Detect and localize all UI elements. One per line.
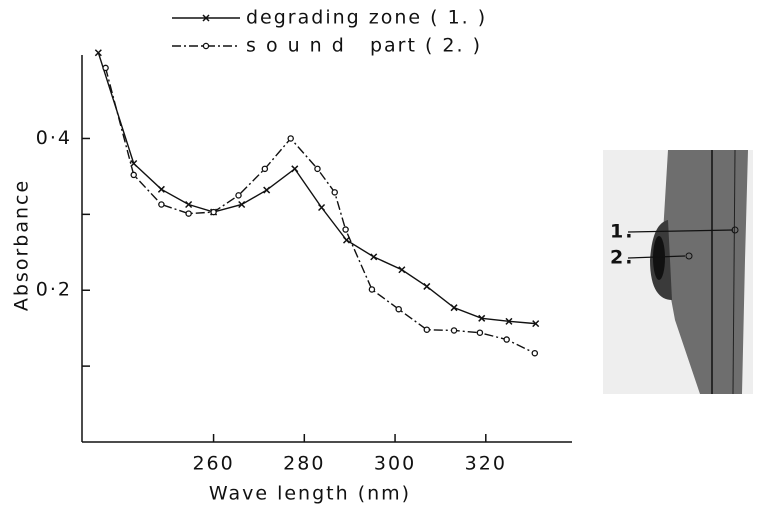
series-line xyxy=(97,52,536,325)
data-point xyxy=(342,226,349,233)
data-point xyxy=(263,186,271,194)
data-point xyxy=(235,192,242,199)
data-point xyxy=(331,189,338,196)
x-tick-label: 280 xyxy=(283,453,325,475)
data-point xyxy=(157,185,165,193)
data-point xyxy=(238,200,246,209)
data-point xyxy=(423,282,431,290)
data-point xyxy=(287,135,294,142)
data-point xyxy=(532,320,540,328)
data-point xyxy=(368,286,376,293)
series-line xyxy=(104,67,536,354)
data-point xyxy=(342,236,351,244)
data-point xyxy=(505,317,513,325)
data-point xyxy=(291,165,299,173)
x-tick-label: 300 xyxy=(374,453,416,475)
data-point xyxy=(531,349,539,357)
data-point xyxy=(314,165,321,173)
x-axis-label: Wave length (nm) xyxy=(209,483,411,505)
data-point xyxy=(158,201,165,208)
data-point xyxy=(185,200,193,209)
data-point xyxy=(210,208,217,216)
data-point xyxy=(370,253,378,261)
data-point xyxy=(94,49,102,57)
y-tick-label: 0·2 xyxy=(36,279,72,301)
x-tick-label: 320 xyxy=(465,453,507,475)
inset-label: 2. xyxy=(610,247,634,269)
inset-label: 1. xyxy=(610,221,634,243)
data-point xyxy=(478,314,486,322)
inset-photo: 1. 2. xyxy=(603,149,753,395)
legend-label: s o u n d part ( 2. ) xyxy=(246,35,482,57)
legend-label: degrading zone ( 1. ) xyxy=(246,7,487,29)
legend-marker xyxy=(202,14,210,22)
data-point xyxy=(450,304,458,312)
y-tick-label: 0·4 xyxy=(36,127,72,149)
data-point xyxy=(450,327,458,334)
data-point xyxy=(476,329,484,336)
data-point xyxy=(395,305,402,313)
data-point xyxy=(423,326,431,333)
data-point xyxy=(398,266,406,274)
y-axis-label: Absorbance xyxy=(11,179,33,311)
data-point xyxy=(130,159,138,168)
data-point xyxy=(185,210,192,217)
data-point xyxy=(261,165,269,173)
data-point xyxy=(102,64,109,72)
data-point xyxy=(130,171,137,179)
legend-marker xyxy=(202,42,210,50)
x-tick-label: 260 xyxy=(192,453,234,475)
data-point xyxy=(503,336,510,343)
data-point xyxy=(318,203,326,212)
